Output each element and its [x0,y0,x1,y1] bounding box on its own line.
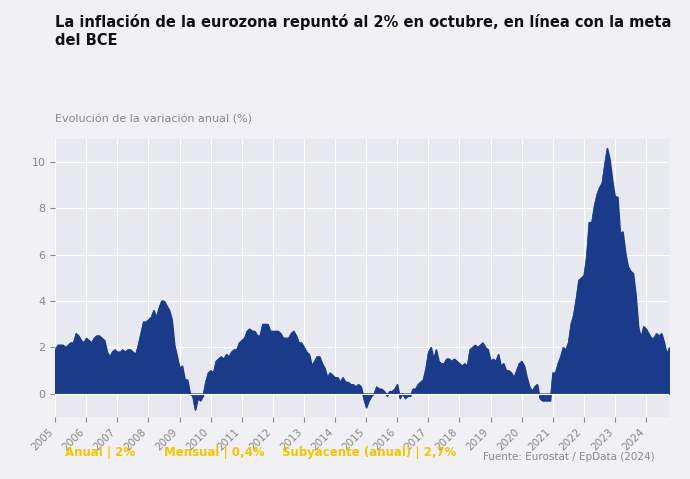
Text: Evolución de la variación anual (%): Evolución de la variación anual (%) [55,114,253,125]
Text: Mensual | 0,4%: Mensual | 0,4% [164,445,264,459]
Text: Subyacente (anual) | 2,7%: Subyacente (anual) | 2,7% [282,445,456,459]
Text: Anual | 2%: Anual | 2% [65,445,135,459]
Text: Fuente: Eurostat / EpData (2024): Fuente: Eurostat / EpData (2024) [483,453,655,462]
Text: La inflación de la eurozona repuntó al 2% en octubre, en línea con la meta del B: La inflación de la eurozona repuntó al 2… [55,14,671,48]
